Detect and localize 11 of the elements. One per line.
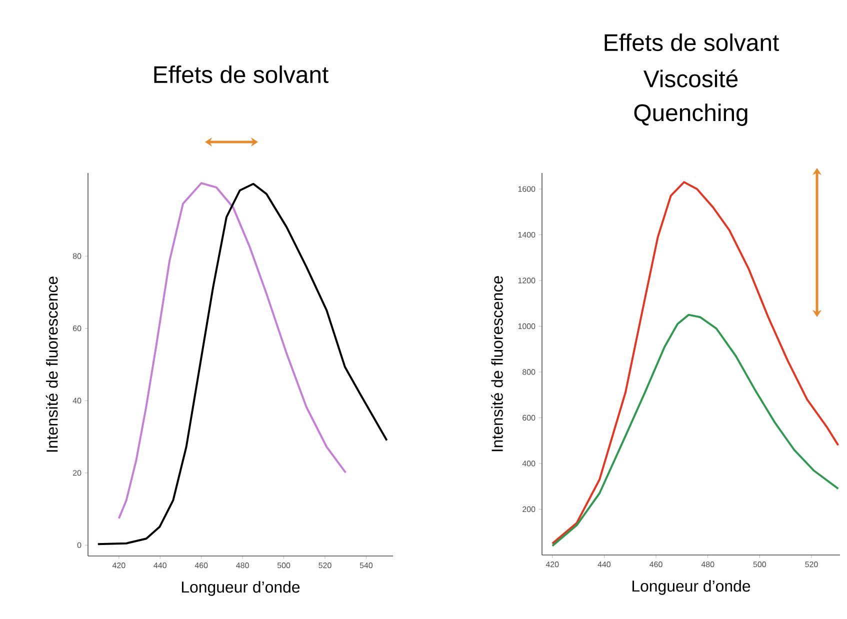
x-axis-title: Longueur d’onde [182,581,300,596]
line-series [551,314,840,547]
chart-title: Effets de solvant [154,66,328,84]
line-series [551,181,840,545]
line-series [96,182,388,546]
chart-title: Effets de solvant [604,34,779,52]
chart-subtitle: Viscosité Quenching [634,70,748,126]
y-axis-title: Intensité de fluorescence [491,276,503,452]
y-axis-title: Intensité de fluorescence [46,276,58,452]
line-series [118,182,347,520]
x-axis-title: Longueur d’onde [632,580,750,595]
